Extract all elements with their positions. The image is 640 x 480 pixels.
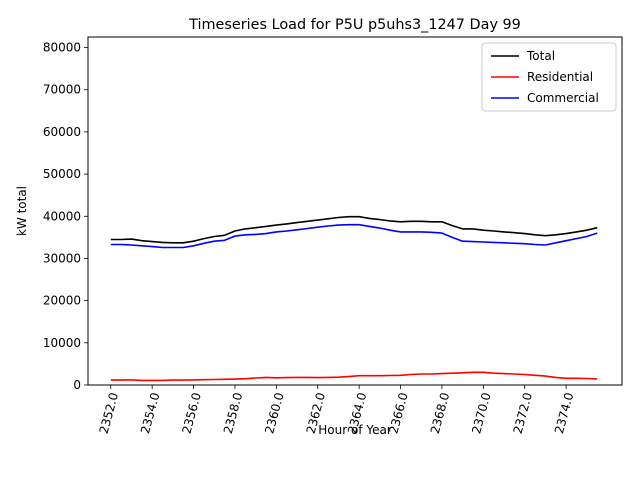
plot-frame — [87, 36, 623, 386]
y-axis-label: kW total — [15, 186, 29, 236]
y-tick-label: 80000 — [43, 41, 81, 55]
chart-title: Timeseries Load for P5U p5uhs3_1247 Day … — [188, 17, 521, 33]
legend: Total Residential Commercial — [481, 42, 617, 112]
y-tick-label: 40000 — [43, 209, 81, 223]
series-line-total — [110, 215, 598, 244]
y-axis-ticks: 0 10000 20000 30000 40000 50000 60000 70000 8000… — [43, 41, 88, 392]
y-tick-label: 70000 — [43, 83, 81, 97]
y-tick-label: 60000 — [43, 125, 81, 139]
legend-box — [481, 42, 617, 112]
x-axis-label: Hour of Year — [318, 423, 392, 437]
series-line-commercial — [110, 223, 598, 249]
y-tick-label: 50000 — [43, 167, 81, 181]
series-line-residential — [110, 371, 598, 382]
y-tick-label: 20000 — [43, 294, 81, 308]
y-tick-label: 30000 — [43, 251, 81, 265]
legend-label-total: Total — [526, 49, 555, 63]
y-tick-label: 0 — [73, 378, 81, 392]
legend-label-commercial: Commercial — [527, 91, 599, 105]
y-tick-label: 10000 — [43, 336, 81, 350]
series-layer — [110, 215, 598, 382]
legend-label-residential: Residential — [527, 70, 593, 84]
